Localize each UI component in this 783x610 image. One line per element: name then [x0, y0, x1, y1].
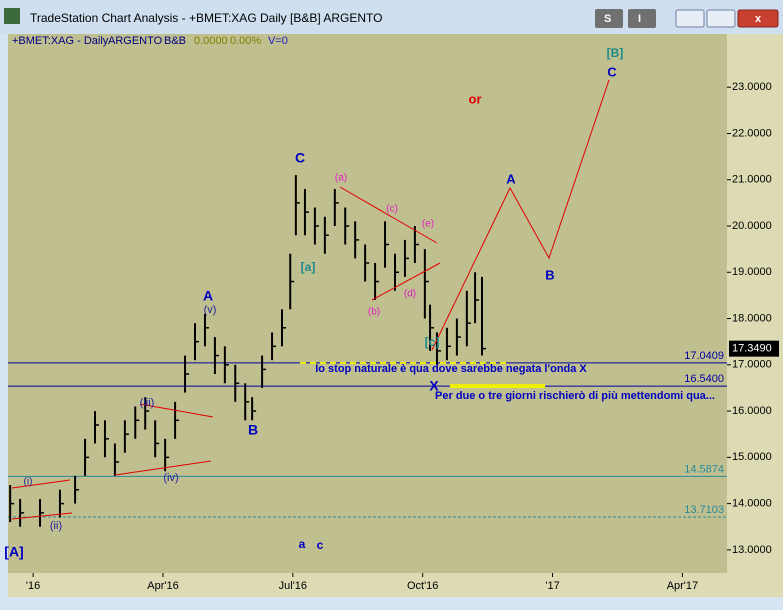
- x-tick-label: Apr'17: [667, 580, 698, 592]
- x-tick-label: Jul'16: [279, 580, 307, 592]
- annotation: or: [469, 91, 482, 106]
- y-tick-label: 14.0000: [732, 498, 772, 510]
- annotation: c: [317, 538, 324, 552]
- annotation: B: [545, 267, 554, 282]
- annotation: (b): [368, 307, 380, 318]
- trend-line: [139, 403, 214, 418]
- y-tick-label: 18.0000: [732, 312, 772, 324]
- annotation: [a]: [301, 260, 316, 274]
- y-tick-label: 16.0000: [732, 405, 772, 417]
- level-label: 17.0409: [684, 350, 724, 362]
- y-tick-label: 22.0000: [732, 127, 772, 139]
- y-tick-label: 20.0000: [732, 220, 772, 232]
- level-label: 13.7103: [684, 504, 724, 516]
- annotation: Io stop naturale è qua dove sarebbe nega…: [315, 363, 587, 375]
- app-icon: [4, 8, 20, 24]
- annotation: (a): [335, 173, 347, 184]
- annotation: a: [299, 537, 306, 551]
- close-button[interactable]: [737, 9, 779, 28]
- time-axis: [8, 573, 727, 597]
- trend-line: [339, 186, 438, 244]
- trend-line: [114, 460, 212, 476]
- trend-line: [11, 512, 73, 520]
- annotation: A: [203, 288, 213, 304]
- annotation: C: [295, 150, 305, 166]
- close-icon: x: [755, 13, 762, 25]
- annotation: (iv): [163, 472, 178, 484]
- annotation: (i): [24, 477, 33, 488]
- annotation: (d): [404, 289, 416, 300]
- annotation: X: [429, 378, 439, 394]
- maximize-button[interactable]: [706, 9, 736, 28]
- y-tick-label: 21.0000: [732, 174, 772, 186]
- s-button[interactable]: [595, 9, 623, 28]
- header-name: ARGENTO: [108, 35, 163, 47]
- y-tick-label: 19.0000: [732, 266, 772, 278]
- trend-line: [371, 262, 441, 301]
- minimize-button[interactable]: [675, 9, 705, 28]
- last-price-label: 17.3490: [732, 343, 772, 355]
- x-tick-label: Oct'16: [407, 580, 438, 592]
- trend-line: [11, 479, 71, 489]
- header-study: B&B: [164, 35, 186, 47]
- annotation: (v): [204, 304, 217, 316]
- forecast-line: [431, 79, 610, 351]
- level-label: 14.5874: [684, 463, 724, 475]
- annotation: [c]: [425, 335, 440, 349]
- i-button-label: I: [638, 13, 641, 25]
- annotation: [A]: [4, 544, 23, 560]
- annotation: Per due o tre giorni rischierò di più me…: [435, 390, 715, 402]
- y-tick-label: 13.0000: [732, 544, 772, 556]
- y-tick-label: 15.0000: [732, 451, 772, 463]
- level-label: 16.5400: [684, 373, 724, 385]
- annotation: (ii): [50, 520, 62, 532]
- price-axis: [727, 34, 783, 597]
- x-tick-label: Apr'16: [147, 580, 178, 592]
- s-button-label: S: [604, 13, 611, 25]
- last-price-box: [729, 340, 779, 357]
- annotation: (c): [386, 204, 398, 215]
- x-tick-label: '16: [26, 580, 40, 592]
- plot-area: [8, 34, 727, 573]
- header-volume: V=0: [268, 35, 288, 47]
- window-title: TradeStation Chart Analysis - +BMET:XAG …: [30, 11, 382, 25]
- header-symbol: +BMET:XAG - Daily: [12, 35, 109, 47]
- annotation: A: [506, 171, 516, 186]
- annotation: (e): [422, 219, 434, 230]
- annotation: B: [248, 422, 258, 438]
- annotation: (iii): [140, 397, 155, 409]
- header-value: 0.0000: [194, 35, 228, 47]
- annotation: C: [607, 64, 617, 79]
- x-tick-label: '17: [545, 580, 559, 592]
- header-change: 0.00%: [230, 35, 261, 47]
- y-tick-label: 23.0000: [732, 81, 772, 93]
- i-button[interactable]: [628, 9, 656, 28]
- annotation: [B]: [607, 46, 624, 60]
- y-tick-label: 17.0000: [732, 359, 772, 371]
